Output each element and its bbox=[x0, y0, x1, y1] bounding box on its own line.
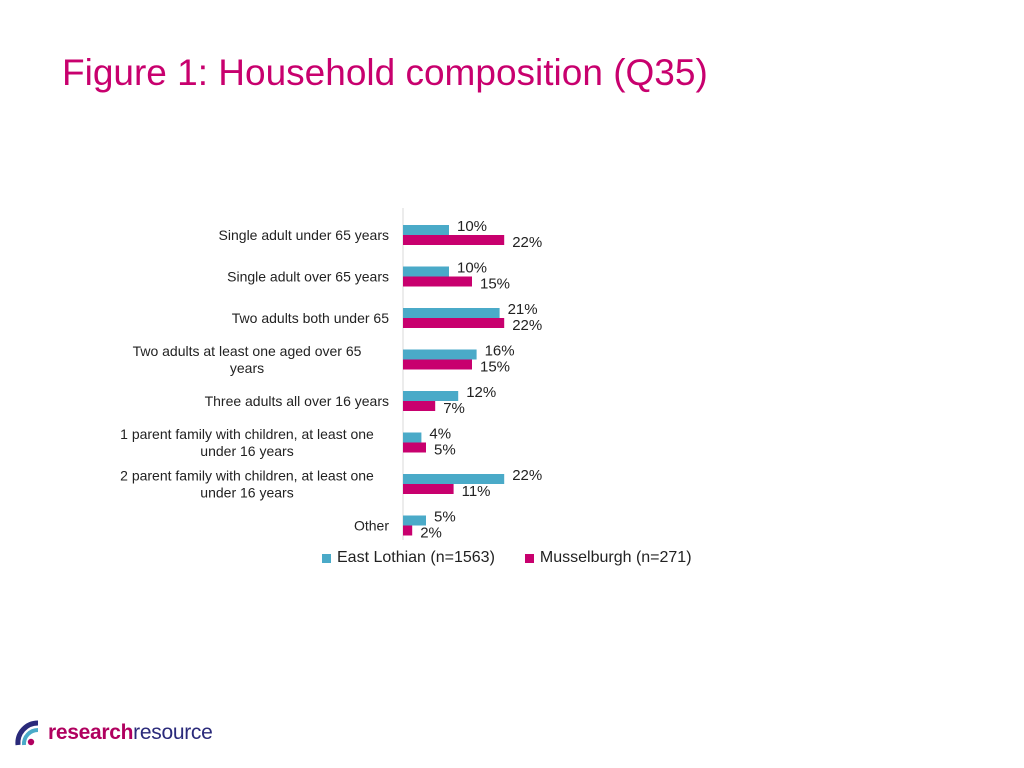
data-label: 15% bbox=[480, 359, 510, 376]
logo-text-research: research bbox=[48, 721, 134, 744]
data-label: 5% bbox=[434, 442, 456, 459]
data-label: 5% bbox=[434, 509, 456, 526]
bar-east-lothian bbox=[403, 349, 477, 360]
bar-musselburgh bbox=[403, 525, 413, 536]
category-label: years bbox=[230, 360, 264, 376]
bar-east-lothian bbox=[403, 391, 459, 401]
category-label: under 16 years bbox=[200, 485, 293, 501]
bar-east-lothian bbox=[403, 308, 500, 318]
bar-musselburgh bbox=[403, 235, 505, 245]
data-label: 22% bbox=[512, 317, 542, 334]
category-label: Single adult under 65 years bbox=[219, 227, 389, 243]
legend-label-east-lothian: East Lothian (n=1563) bbox=[337, 549, 495, 566]
legend-swatch-musselburgh bbox=[524, 553, 534, 563]
category-label: Two adults both under 65 bbox=[232, 310, 389, 326]
logo-text-resource: resource bbox=[133, 721, 213, 744]
chart-legend: East Lothian (n=1563) Musselburgh (n=271… bbox=[322, 549, 692, 567]
bar-east-lothian bbox=[403, 432, 422, 443]
bar-east-lothian bbox=[403, 474, 505, 484]
category-label: Single adult over 65 years bbox=[227, 269, 389, 285]
data-label: 16% bbox=[485, 343, 515, 360]
category-label: 1 parent family with children, at least … bbox=[120, 426, 374, 442]
data-label: 22% bbox=[512, 234, 542, 251]
logo-text: researchresource bbox=[48, 721, 213, 745]
data-label: 2% bbox=[420, 525, 442, 542]
data-label: 10% bbox=[457, 218, 487, 235]
logo-arc-icon bbox=[15, 720, 39, 746]
category-label: 2 parent family with children, at least … bbox=[120, 468, 374, 484]
bar-musselburgh bbox=[403, 318, 505, 328]
data-label: 4% bbox=[429, 426, 451, 443]
category-label: Three adults all over 16 years bbox=[205, 393, 389, 409]
category-label: Other bbox=[354, 518, 389, 534]
data-label: 15% bbox=[480, 276, 510, 293]
bar-musselburgh bbox=[403, 484, 454, 494]
bar-east-lothian bbox=[403, 515, 426, 526]
category-label: Two adults at least one aged over 65 bbox=[133, 343, 362, 359]
bar-east-lothian bbox=[403, 225, 449, 235]
legend-item-east-lothian: East Lothian (n=1563) bbox=[322, 549, 495, 567]
bar-musselburgh bbox=[403, 401, 436, 411]
data-label: 10% bbox=[457, 260, 487, 277]
bar-musselburgh bbox=[403, 442, 426, 453]
bar-east-lothian bbox=[403, 266, 449, 277]
data-label: 11% bbox=[462, 483, 491, 500]
research-resource-logo: researchresource bbox=[14, 718, 213, 748]
chart-title: Figure 1: Household composition (Q35) bbox=[62, 52, 708, 93]
data-label: 7% bbox=[443, 400, 465, 417]
bar-musselburgh bbox=[403, 276, 472, 287]
category-label: under 16 years bbox=[200, 443, 293, 459]
legend-label-musselburgh: Musselburgh (n=271) bbox=[539, 549, 692, 566]
data-label: 12% bbox=[466, 384, 496, 401]
data-label: 21% bbox=[508, 301, 538, 318]
bar-musselburgh bbox=[403, 359, 472, 370]
data-label: 22% bbox=[512, 467, 542, 484]
legend-swatch-east-lothian bbox=[322, 553, 331, 563]
legend-item-musselburgh: Musselburgh (n=271) bbox=[524, 549, 692, 567]
